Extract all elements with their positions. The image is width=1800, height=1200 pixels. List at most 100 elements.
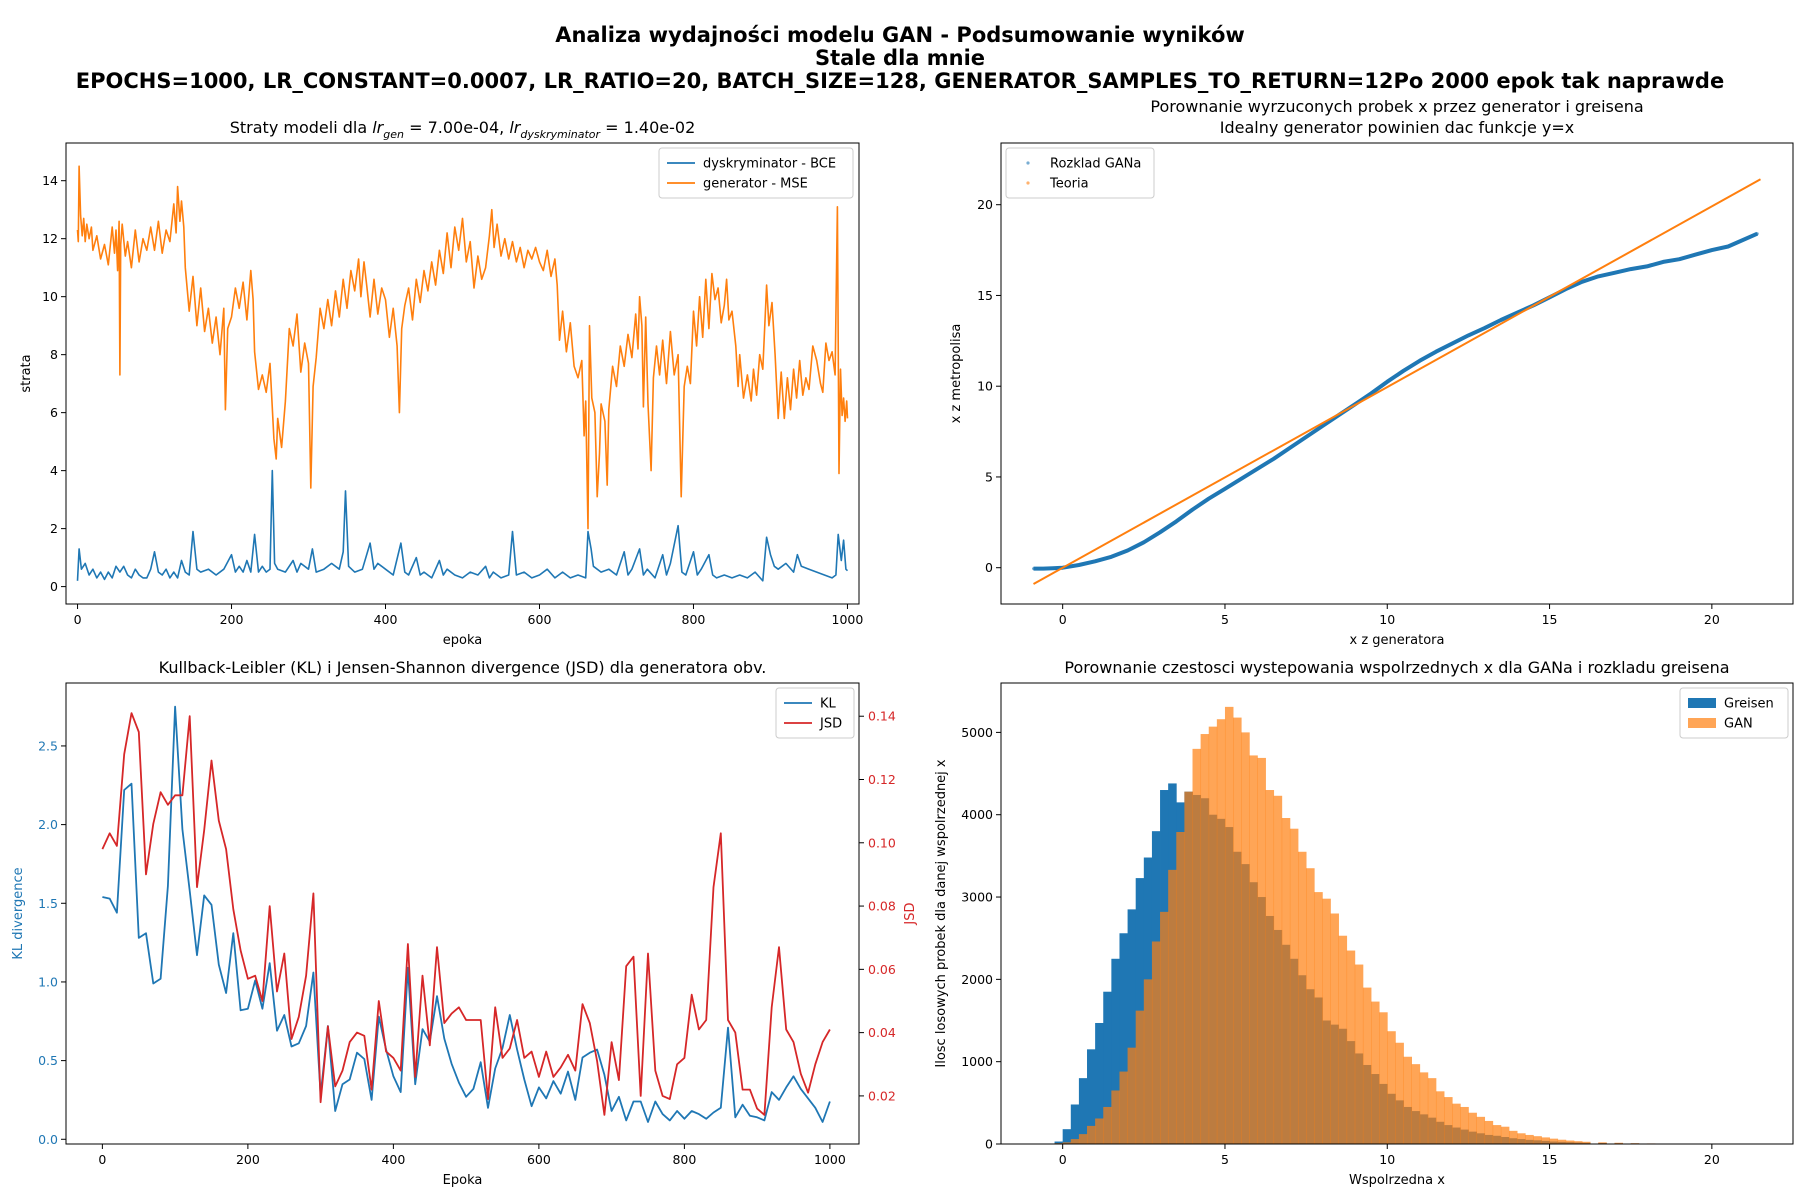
divergence-ytick-right-label: 0.02 xyxy=(868,1088,896,1103)
qq-xlabel: x z generatora xyxy=(1350,633,1445,648)
losses-title-part: = 1.40e-02 xyxy=(600,118,695,137)
divergence-legend-box xyxy=(775,687,855,739)
histogram-gan-bar xyxy=(1176,832,1185,1144)
qq-xtick-label: 0 xyxy=(1059,612,1067,627)
losses-xtick-label: 0 xyxy=(74,612,82,627)
histogram-gan-bar xyxy=(1411,1064,1421,1144)
histogram-gan-bar xyxy=(1387,1031,1396,1144)
qq-title-line-1: Porownanie wyrzuconych probek x przez ge… xyxy=(1150,97,1643,116)
histogram-gan-bar xyxy=(1371,1001,1380,1144)
histogram-ytick-label: 1000 xyxy=(961,1054,993,1069)
histogram-xlabel: Wspolrzedna x xyxy=(1349,1173,1445,1188)
histogram-gan-bar xyxy=(1541,1137,1550,1144)
qq-ytick-label: 10 xyxy=(977,379,993,394)
histogram-gan-bar xyxy=(1298,851,1307,1144)
divergence-title: Kullback-Leibler (KL) i Jensen-Shannon d… xyxy=(159,658,767,677)
histogram-gan-bar xyxy=(1492,1125,1502,1144)
histogram-gan-bar xyxy=(1281,818,1291,1144)
histogram-ytick-label: 4000 xyxy=(961,807,993,822)
histogram-greisen-bar xyxy=(1119,933,1128,1144)
histogram-gan-bar xyxy=(1192,748,1202,1144)
histogram-gan-bar xyxy=(1184,791,1193,1144)
histogram-greisen-bar xyxy=(1127,909,1137,1144)
histogram-gan-bar xyxy=(1533,1136,1542,1144)
qq-ylabel: x z metropolisa xyxy=(949,324,964,424)
losses-title-part: gen xyxy=(383,128,404,141)
histogram-xtick-label: 10 xyxy=(1379,1152,1395,1167)
histogram-gan-bar xyxy=(1427,1078,1437,1144)
divergence-jsd-line xyxy=(101,712,831,1116)
histogram-xtick-label: 15 xyxy=(1542,1152,1558,1167)
divergence-xtick-label: 1000 xyxy=(814,1152,846,1167)
losses-ylabel: strata xyxy=(19,354,34,392)
histogram-gan-bar xyxy=(1435,1091,1445,1144)
divergence-legend-label: KL xyxy=(820,697,837,712)
histogram-gan-bar xyxy=(1119,1071,1128,1144)
losses-ytick-label: 6 xyxy=(50,405,58,420)
histogram-gan-bar xyxy=(1208,726,1218,1144)
histogram-gan-bar xyxy=(1582,1141,1591,1144)
histogram-gan-bar xyxy=(1103,1106,1112,1144)
histogram-gan-bar xyxy=(1273,795,1283,1144)
histogram-gan-bar xyxy=(1322,898,1331,1144)
qq-theory-line xyxy=(1033,178,1761,585)
qq-legend-marker xyxy=(1026,161,1030,165)
histogram-gan-bar xyxy=(1338,935,1348,1144)
losses-title-part: lr xyxy=(509,118,521,137)
losses-series-generator-line xyxy=(76,165,849,530)
histogram-gan-bar xyxy=(1233,717,1242,1144)
histogram-greisen-bar xyxy=(1087,1049,1096,1144)
suptitle-line-2: Stale dla mnie xyxy=(815,46,985,70)
histogram-ytick-label: 5000 xyxy=(961,725,993,740)
qq-xtick-label: 10 xyxy=(1379,612,1395,627)
qq-ytick-label: 0 xyxy=(985,560,993,575)
qq-frame xyxy=(1000,142,1794,605)
divergence-ytick-label: 1.0 xyxy=(38,974,58,989)
divergence-ytick-right-label: 0.10 xyxy=(868,835,896,850)
divergence-ytick-label: 1.5 xyxy=(38,896,58,911)
losses-ytick-label: 2 xyxy=(50,521,58,536)
divergence-legend-label: JSD xyxy=(819,717,842,732)
histogram-gan-bar xyxy=(1078,1134,1088,1144)
divergence-ytick-right-label: 0.14 xyxy=(868,709,896,724)
losses-legend-label: dyskryminator - BCE xyxy=(703,157,836,172)
histogram-gan-bar xyxy=(1500,1126,1510,1144)
histogram-chart: 0 5 10 15 20 0 1000 2000 3000 4000 5000 Wspolrzedna… xyxy=(934,658,1794,1188)
histogram-legend-patch xyxy=(1688,718,1716,728)
clip-hist-plot-area xyxy=(1046,706,1721,1144)
histogram-gan-bar xyxy=(1362,987,1372,1144)
losses-ytick-label: 12 xyxy=(42,231,58,246)
histogram-gan-bar xyxy=(1330,913,1339,1144)
losses-chart: 0 200 400 600 800 1000 0 2 4 6 8 10 12 14 epoka strata S… xyxy=(19,118,863,648)
divergence-xtick-label: 800 xyxy=(672,1152,696,1167)
losses-title: Straty modeli dla lrgen = 7.00e-04, lrdy… xyxy=(230,118,696,141)
qq-legend-box xyxy=(1005,147,1155,199)
clip-losses-plot-area xyxy=(76,165,849,582)
losses-xtick-label: 600 xyxy=(528,612,552,627)
histogram-xtick-label: 0 xyxy=(1059,1152,1067,1167)
histogram-xtick-label: 5 xyxy=(1221,1152,1229,1167)
divergence-ytick-right-label: 0.08 xyxy=(868,899,896,914)
histogram-gan-bar xyxy=(1484,1120,1494,1144)
histogram-gan-bar xyxy=(1151,941,1161,1144)
divergence-ytick-label: 2.0 xyxy=(38,817,58,832)
losses-xtick-label: 800 xyxy=(682,612,706,627)
histogram-gan-bar xyxy=(1468,1112,1477,1144)
qq-xtick-label: 20 xyxy=(1704,612,1720,627)
losses-ytick-label: 8 xyxy=(50,347,58,362)
clip-qq-plot-area xyxy=(1032,178,1761,585)
histogram-gan-bar xyxy=(1598,1142,1607,1144)
divergence-ylabel-left: KL divergence xyxy=(11,867,26,959)
divergence-ytick-label: 2.5 xyxy=(38,738,58,753)
losses-series-discriminator-line xyxy=(76,469,849,582)
histogram-title: Porownanie czestosci wystepowania wspolr… xyxy=(1064,658,1729,677)
divergence-ytick-right-label: 0.04 xyxy=(868,1025,896,1040)
qq-ytick-label: 20 xyxy=(977,197,993,212)
losses-xtick-label: 1000 xyxy=(832,612,864,627)
losses-legend-label: generator - MSE xyxy=(703,177,808,192)
histogram-gan-bar xyxy=(1557,1139,1567,1144)
qq-legend-label: Rozklad GANa xyxy=(1050,157,1141,172)
qq-legend-marker xyxy=(1026,181,1030,185)
qq-gan-curve xyxy=(1033,231,1759,571)
losses-ytick-label: 14 xyxy=(42,173,58,188)
